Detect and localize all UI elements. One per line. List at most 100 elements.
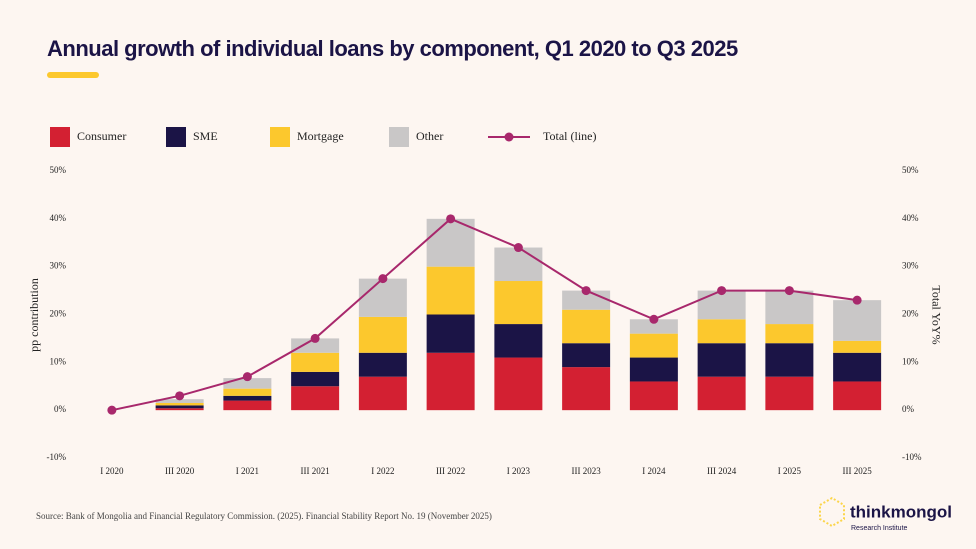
bar-segment [358,376,407,411]
x-tick-label: I 2023 [507,466,531,476]
bar-segment [765,324,814,344]
y-tick-label: -10% [47,452,67,462]
bar-segment [697,319,746,344]
source-note: Source: Bank of Mongolia and Financial R… [36,511,492,521]
y2-axis-title: Total YoY% [929,285,943,344]
legend-swatch [166,127,186,147]
bar-segment [155,402,204,406]
line-marker [242,372,252,382]
y-tick-label: 0% [54,404,67,414]
line-marker [378,274,388,284]
bar-segment [155,408,204,411]
y2-tick-label: 50% [902,165,919,175]
legend-label: SME [193,129,218,143]
bar-segment [426,352,475,411]
y2-tick-label: -10% [902,452,922,462]
bar-segment [223,378,272,389]
line-marker [717,286,727,296]
x-tick-label: III 2020 [165,466,195,476]
line-marker [649,314,659,324]
bar-segment [494,281,543,325]
title-underline [47,72,99,78]
x-tick-label: III 2025 [843,466,873,476]
bar-segment [155,405,204,409]
brand-name: thinkmongol [850,502,952,521]
line-marker [175,391,185,401]
brand-tagline: Research Institute [851,525,908,532]
legend-label: Other [416,129,443,143]
bar-segment [494,247,543,282]
bar-segment [697,343,746,377]
legend-swatch [270,127,290,147]
bar-segment [629,333,678,358]
legend-label: Consumer [77,129,126,143]
y-tick-label: 30% [50,261,67,271]
bar-segment [765,376,814,411]
bar-segment [562,309,611,344]
bar-segment [223,388,272,396]
x-tick-label: I 2020 [100,466,124,476]
logo: thinkmongol Research Institute [819,496,952,532]
bar-segment [291,352,340,372]
logo-hexagon [819,496,845,528]
line-marker [581,286,591,296]
bar-segment [629,357,678,382]
total-line [111,217,858,412]
bar-segment [426,314,475,353]
x-tick-label: III 2023 [572,466,602,476]
legend-swatch [389,127,409,147]
bar-segment [494,324,543,358]
y2-tick-label: 30% [902,261,919,271]
x-tick-label: I 2025 [778,466,802,476]
line-marker [310,333,320,343]
bar-segment [494,357,543,411]
x-tick-label: I 2024 [642,466,666,476]
bar-segment [629,381,678,411]
bar-segment [426,266,475,315]
y2-tick-label: 40% [902,213,919,223]
y2-tick-label: 0% [902,404,915,414]
line-marker [446,214,456,224]
bar-segment [629,319,678,334]
legend-swatch [50,127,70,147]
line-marker [107,405,117,415]
line-marker [513,243,523,253]
x-tick-label: I 2021 [236,466,259,476]
bar-segment [358,352,407,377]
x-tick-label: I 2022 [371,466,394,476]
line-marker [784,286,794,296]
bar-segment [223,395,272,401]
bar-segment [291,338,340,353]
bar-segment [291,371,340,387]
legend-label: Mortgage [297,129,344,143]
bar-segment [155,399,204,403]
bar-segment [697,376,746,411]
y2-tick-label: 20% [902,309,919,319]
bar-segment [833,381,882,411]
x-tick-label: III 2024 [707,466,737,476]
bar-segment [358,316,407,353]
bar-segment [833,300,882,341]
y-axis-title: pp contribution [27,278,41,352]
y2-tick-label: 10% [902,356,919,366]
bar-segment [223,400,272,411]
y-tick-label: 20% [50,309,67,319]
bar-segment [426,218,475,267]
y-tick-label: 50% [50,165,67,175]
bar-segment [291,386,340,411]
bar-segment [562,367,611,411]
y-tick-label: 40% [50,213,67,223]
legend-label: Total (line) [543,129,596,143]
bar-segment [833,352,882,382]
bar-segment [765,290,814,325]
x-tick-label: III 2021 [301,466,330,476]
x-tick-label: III 2022 [436,466,465,476]
bar-segment [358,278,407,317]
bar-segment [833,340,882,353]
y-tick-label: 10% [50,356,67,366]
legend-marker [504,132,514,142]
bar-segment [562,343,611,368]
bar-segment [765,343,814,377]
